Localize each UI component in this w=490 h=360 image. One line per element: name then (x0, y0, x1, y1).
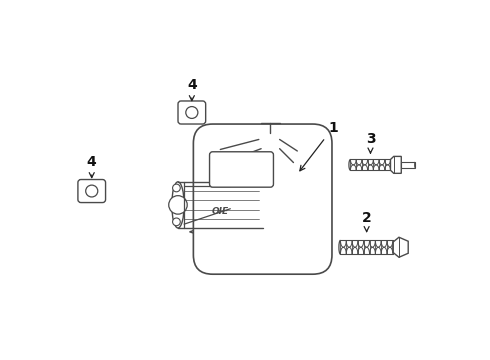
Bar (226, 168, 253, 179)
Text: 2: 2 (362, 211, 371, 231)
Ellipse shape (240, 166, 255, 173)
Circle shape (244, 193, 251, 201)
Ellipse shape (172, 182, 184, 228)
Circle shape (172, 218, 180, 226)
Polygon shape (393, 237, 408, 257)
Ellipse shape (186, 107, 198, 118)
Polygon shape (391, 156, 401, 173)
Circle shape (228, 172, 236, 180)
Text: OIE: OIE (212, 207, 229, 216)
Polygon shape (292, 193, 317, 226)
Polygon shape (190, 228, 210, 243)
Text: 1: 1 (300, 121, 338, 171)
Circle shape (197, 233, 208, 244)
FancyBboxPatch shape (78, 180, 105, 203)
Circle shape (169, 195, 187, 214)
Circle shape (265, 138, 276, 149)
Circle shape (240, 172, 247, 180)
Circle shape (289, 239, 301, 252)
Circle shape (228, 166, 236, 173)
Circle shape (260, 132, 281, 154)
Circle shape (230, 180, 264, 214)
Circle shape (297, 206, 311, 220)
Text: 4: 4 (87, 156, 97, 177)
Circle shape (238, 188, 257, 206)
FancyBboxPatch shape (194, 124, 332, 274)
FancyBboxPatch shape (210, 152, 273, 187)
Text: 3: 3 (366, 132, 375, 153)
Circle shape (172, 184, 180, 192)
Polygon shape (282, 234, 304, 249)
Ellipse shape (86, 185, 98, 197)
Bar (401, 162, 415, 167)
Text: 4: 4 (187, 78, 196, 101)
FancyBboxPatch shape (178, 101, 206, 124)
